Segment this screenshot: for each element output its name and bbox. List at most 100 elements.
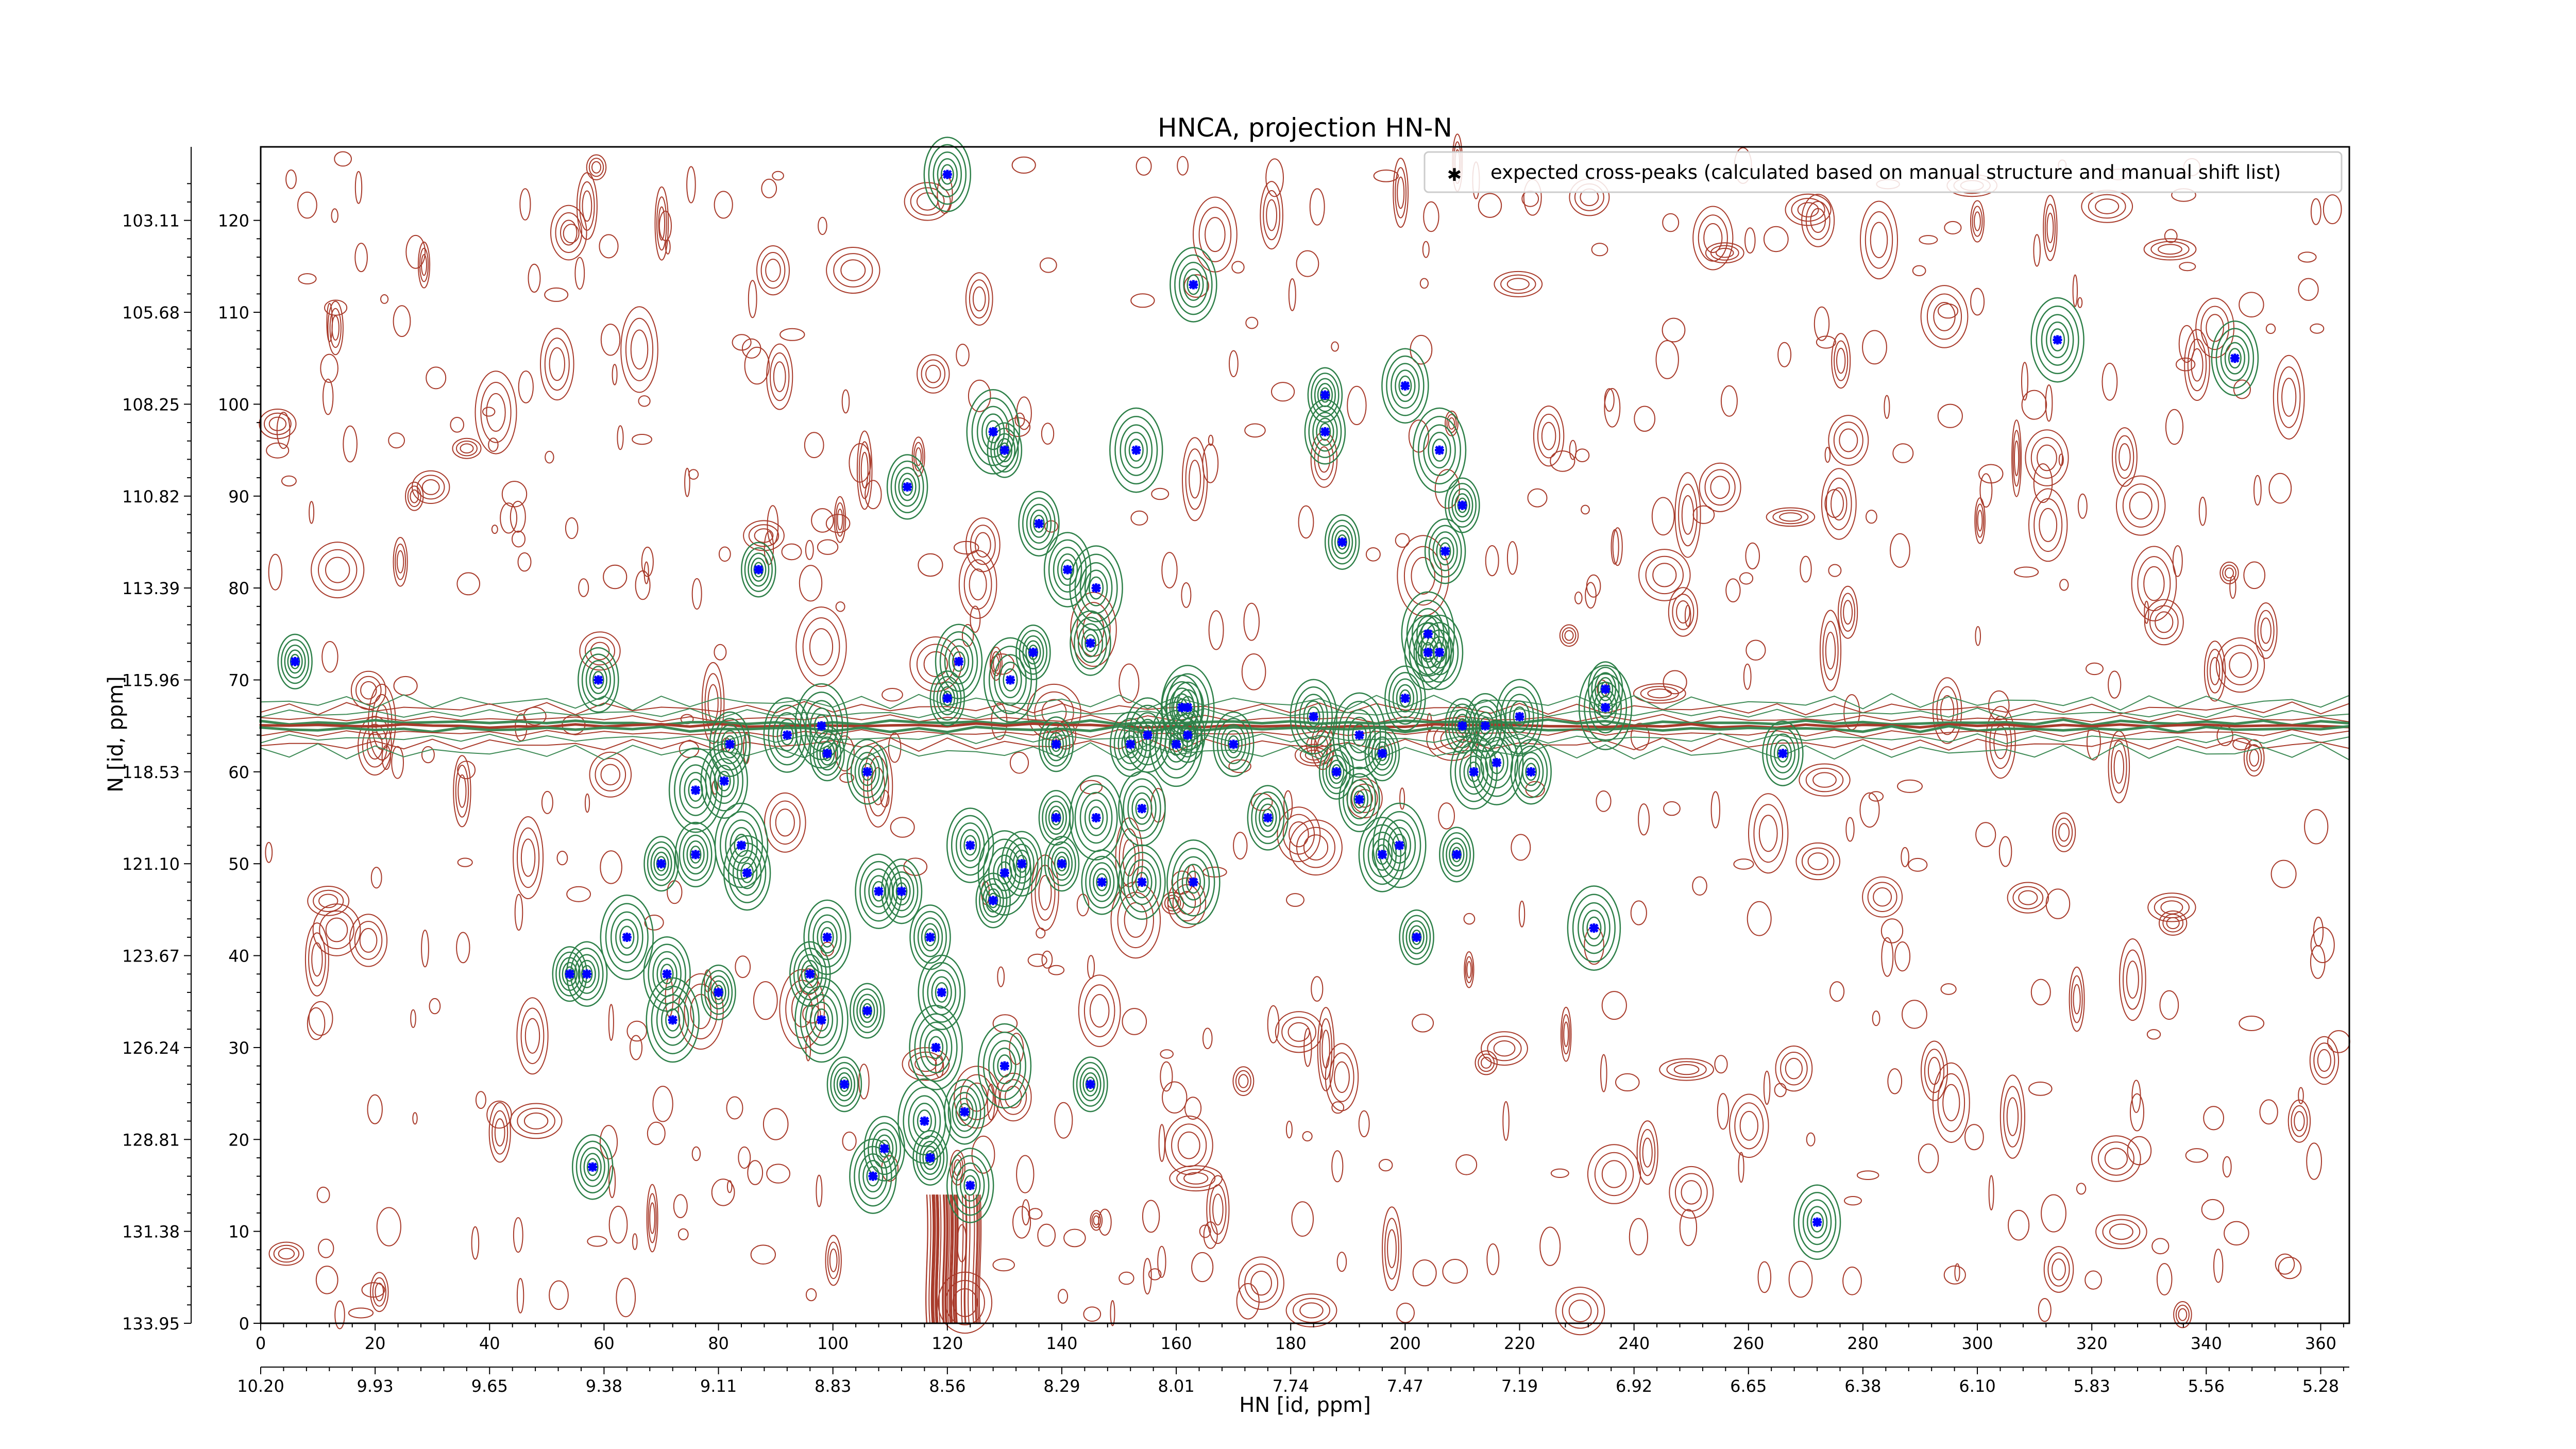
- peak-contour: [1445, 698, 1480, 754]
- noise-contour: [1753, 804, 1783, 863]
- cross-peak-point: [822, 932, 832, 942]
- noise-contour: [2025, 429, 2069, 486]
- peak-contour: [650, 847, 672, 881]
- cross-peak-point: [920, 1116, 929, 1126]
- noise-contour: [1867, 882, 1897, 912]
- y-ppm-tick-label: 110.82: [122, 487, 180, 507]
- cross-peak-point: [1320, 390, 1330, 400]
- peak-contour: [861, 763, 873, 781]
- x-tick-label: 340: [2191, 1334, 2222, 1353]
- cross-peak-point: [1172, 739, 1181, 749]
- noise-contour: [799, 565, 823, 602]
- noise-contour: [1834, 340, 1849, 381]
- noise-contour: [1161, 891, 1184, 915]
- noise-contour: [2126, 961, 2139, 999]
- noise-contour: [1181, 582, 1192, 608]
- peak-contour: [581, 965, 593, 983]
- cross-peak-point: [1137, 804, 1147, 814]
- noise-contour: [2043, 1246, 2074, 1293]
- noise-contour: [753, 981, 778, 1020]
- noise-contour: [1287, 1022, 1310, 1042]
- peak-contour: [985, 888, 1001, 913]
- x-ppm-tick-label: 6.10: [1959, 1376, 1995, 1396]
- noise-contour: [1182, 437, 1208, 521]
- noise-contour: [1199, 1224, 1211, 1238]
- noise-contour: [1666, 1061, 1707, 1078]
- noise-contour: [1828, 415, 1869, 466]
- noise-contour: [1288, 278, 1296, 311]
- noise-contour: [2119, 938, 2146, 1021]
- peak-contour: [826, 1056, 862, 1113]
- noise-contour: [1562, 627, 1577, 644]
- peak-contour: [1399, 909, 1434, 965]
- noise-contour: [349, 914, 388, 967]
- noise-contour: [2207, 649, 2223, 694]
- peak-contour: [931, 976, 952, 1009]
- noise-contour: [370, 1272, 389, 1312]
- peak-contour: [1402, 915, 1431, 960]
- peak-contour: [958, 1103, 971, 1121]
- y-ppm-tick-label: 108.25: [122, 395, 180, 414]
- cross-peak-point: [1480, 721, 1490, 731]
- noise-contour: [2173, 1301, 2192, 1328]
- noise-contour: [974, 532, 991, 558]
- noise-contour: [1041, 950, 1053, 969]
- noise-contour: [2159, 990, 2179, 1020]
- noise-contour: [482, 407, 496, 417]
- noise-contour: [2073, 984, 2081, 1015]
- noise-contour: [421, 746, 435, 764]
- peak-contour: [1038, 716, 1074, 772]
- noise-contour: [1819, 610, 1842, 692]
- noise-contour: [1594, 1152, 1634, 1197]
- peak-contour: [1439, 542, 1451, 561]
- noise-contour: [1581, 504, 1590, 515]
- peak-contour: [1450, 734, 1498, 810]
- noise-contour: [1775, 1046, 1813, 1092]
- noise-contour: [1445, 410, 1459, 436]
- noise-contour: [488, 1102, 511, 1163]
- peak-contour: [856, 993, 878, 1028]
- noise-contour: [890, 817, 915, 838]
- legend-entry: expected cross-peaks (calculated based o…: [1490, 161, 2281, 183]
- cross-peak-point: [1017, 859, 1027, 869]
- noise-contour: [1615, 1073, 1640, 1091]
- peak-contour: [1395, 369, 1416, 402]
- cross-peak-point: [1189, 280, 1198, 290]
- noise-contour: [410, 1009, 416, 1029]
- peak-contour: [592, 671, 604, 689]
- peak-contour: [988, 847, 1021, 899]
- noise-contour: [804, 432, 824, 459]
- peak-contour: [1364, 726, 1400, 782]
- cross-peak-point: [691, 785, 701, 795]
- peak-contour: [820, 926, 834, 948]
- noise-contour: [1821, 468, 1857, 540]
- noise-contour: [773, 361, 786, 392]
- peak-contour: [1513, 706, 1527, 727]
- noise-contour: [2200, 306, 2229, 350]
- noise-contour: [2102, 1219, 2141, 1245]
- peak-contour: [1123, 778, 1161, 839]
- noise-contour: [1714, 1055, 1728, 1074]
- noise-contour: [326, 302, 333, 343]
- peak-contour: [1085, 855, 1119, 909]
- noise-contour: [589, 751, 632, 798]
- noise-contour: [1373, 170, 1399, 182]
- noise-contour: [1645, 555, 1684, 595]
- peak-contour: [1469, 720, 1524, 805]
- noise-contour: [2178, 1308, 2188, 1321]
- noise-contour: [367, 1094, 383, 1124]
- peak-contour: [1015, 854, 1028, 873]
- cross-peak-point: [1589, 923, 1599, 933]
- legend-marker: ✱: [1447, 165, 1462, 186]
- peak-contour: [1227, 735, 1240, 753]
- noise-contour: [1747, 901, 1772, 936]
- noise-contour: [1894, 941, 1911, 972]
- noise-contour: [285, 169, 297, 189]
- noise-contour: [2076, 1183, 2087, 1195]
- peak-contour: [1326, 754, 1348, 789]
- noise-contour: [2150, 241, 2190, 258]
- peak-contour: [736, 856, 758, 889]
- noise-contour: [2123, 949, 2143, 1010]
- noise-contour: [393, 305, 411, 337]
- peak-contour: [1505, 694, 1534, 740]
